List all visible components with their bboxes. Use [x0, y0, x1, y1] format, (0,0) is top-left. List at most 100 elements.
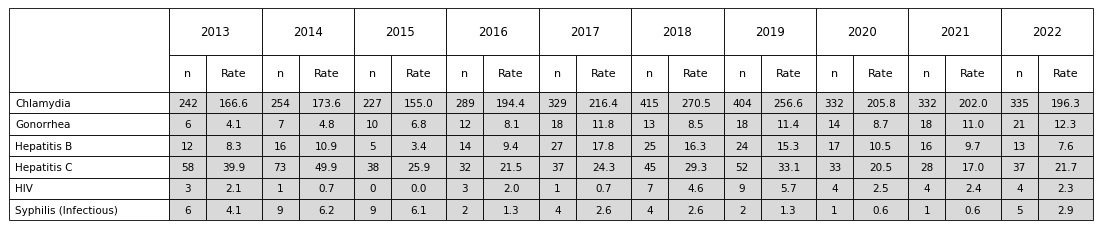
Bar: [261, 157, 299, 178]
Bar: [576, 135, 631, 157]
Text: n: n: [184, 69, 192, 79]
Text: 1: 1: [554, 184, 561, 194]
Bar: [170, 114, 206, 135]
Bar: [391, 114, 446, 135]
Bar: [815, 114, 853, 135]
Text: 6.1: 6.1: [410, 205, 428, 215]
Text: 16.3: 16.3: [684, 141, 707, 151]
Bar: [484, 178, 539, 199]
Text: 18: 18: [920, 119, 933, 130]
Text: Rate: Rate: [683, 69, 709, 79]
Bar: [760, 56, 815, 92]
Bar: [724, 135, 760, 157]
Bar: [631, 199, 668, 220]
Text: 242: 242: [177, 98, 197, 108]
Bar: [631, 135, 668, 157]
Bar: [853, 135, 908, 157]
Bar: [668, 157, 724, 178]
Bar: [391, 135, 446, 157]
Text: 39.9: 39.9: [223, 162, 246, 172]
Bar: [815, 9, 908, 56]
Bar: [9, 157, 170, 178]
Text: Rate: Rate: [868, 69, 894, 79]
Text: 20.5: 20.5: [869, 162, 893, 172]
Bar: [299, 178, 354, 199]
Bar: [576, 157, 631, 178]
Bar: [354, 135, 391, 157]
Text: 2013: 2013: [201, 26, 230, 39]
Bar: [539, 157, 576, 178]
Bar: [299, 199, 354, 220]
Text: 3: 3: [462, 184, 468, 194]
Bar: [299, 92, 354, 114]
Bar: [815, 157, 853, 178]
Text: 2017: 2017: [570, 26, 599, 39]
Bar: [908, 157, 946, 178]
Bar: [354, 9, 446, 56]
Text: Rate: Rate: [960, 69, 986, 79]
Bar: [354, 56, 391, 92]
Bar: [446, 178, 484, 199]
Bar: [760, 157, 815, 178]
Text: 18: 18: [735, 119, 748, 130]
Bar: [724, 114, 760, 135]
Text: Hepatitis C: Hepatitis C: [15, 162, 73, 172]
Text: Syphilis (Infectious): Syphilis (Infectious): [15, 205, 118, 215]
Text: 17: 17: [828, 141, 841, 151]
Text: 13: 13: [1013, 141, 1026, 151]
Text: 17.8: 17.8: [592, 141, 615, 151]
Text: 7.6: 7.6: [1057, 141, 1073, 151]
Text: 24.3: 24.3: [592, 162, 615, 172]
Text: 2.3: 2.3: [1057, 184, 1073, 194]
Bar: [908, 9, 1001, 56]
Text: 15.3: 15.3: [777, 141, 800, 151]
Bar: [815, 92, 853, 114]
Bar: [1038, 56, 1093, 92]
Text: 4.1: 4.1: [226, 119, 242, 130]
Text: 4: 4: [647, 205, 653, 215]
Text: 329: 329: [548, 98, 568, 108]
Text: 2: 2: [738, 205, 745, 215]
Bar: [724, 178, 760, 199]
Bar: [946, 92, 1001, 114]
Text: 0.0: 0.0: [411, 184, 426, 194]
Text: 1: 1: [923, 205, 930, 215]
Text: 21.5: 21.5: [499, 162, 522, 172]
Text: 13: 13: [644, 119, 657, 130]
Bar: [539, 9, 631, 56]
Bar: [1038, 92, 1093, 114]
Bar: [206, 199, 261, 220]
Text: 7: 7: [277, 119, 283, 130]
Text: 14: 14: [458, 141, 472, 151]
Bar: [946, 199, 1001, 220]
Text: 7: 7: [647, 184, 653, 194]
Text: 4.6: 4.6: [688, 184, 704, 194]
Bar: [631, 92, 668, 114]
Bar: [1001, 135, 1038, 157]
Bar: [261, 135, 299, 157]
Text: 11.8: 11.8: [592, 119, 615, 130]
Text: n: n: [923, 69, 930, 79]
Bar: [815, 178, 853, 199]
Bar: [539, 178, 576, 199]
Text: 2.6: 2.6: [595, 205, 612, 215]
Text: n: n: [277, 69, 283, 79]
Text: 1: 1: [831, 205, 838, 215]
Text: 8.3: 8.3: [226, 141, 242, 151]
Bar: [170, 178, 206, 199]
Text: 2019: 2019: [755, 26, 785, 39]
Text: 45: 45: [644, 162, 657, 172]
Bar: [539, 199, 576, 220]
Bar: [170, 56, 206, 92]
Bar: [576, 178, 631, 199]
Bar: [539, 135, 576, 157]
Bar: [391, 157, 446, 178]
Text: Gonorrhea: Gonorrhea: [15, 119, 71, 130]
Bar: [724, 157, 760, 178]
Text: 58: 58: [181, 162, 194, 172]
Text: 5: 5: [1016, 205, 1023, 215]
Text: 1.3: 1.3: [780, 205, 797, 215]
Text: 37: 37: [551, 162, 564, 172]
Bar: [484, 157, 539, 178]
Bar: [668, 114, 724, 135]
